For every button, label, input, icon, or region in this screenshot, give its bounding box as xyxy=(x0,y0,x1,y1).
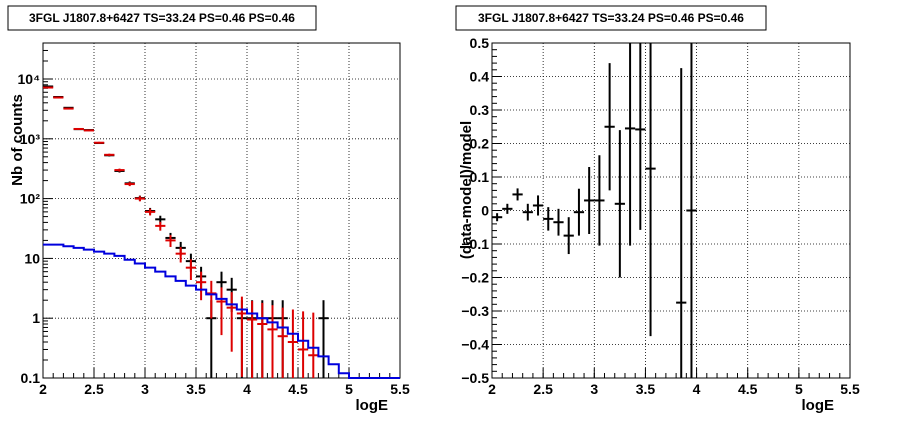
data-point xyxy=(185,259,196,280)
x-tick-label: 2.5 xyxy=(533,381,553,397)
x-tick-label: 4 xyxy=(693,381,701,397)
chart-title: 3FGL J1807.8+6427 TS=33.24 PS=0.46 PS=0.… xyxy=(478,11,744,25)
y-tick-label: 0.1 xyxy=(470,169,490,185)
data-point xyxy=(553,208,564,236)
data-point xyxy=(543,207,554,231)
title-box xyxy=(455,5,767,31)
x-tick-label: 2 xyxy=(39,381,47,397)
x-axis-label: logE xyxy=(356,397,389,414)
y-tick-label: 0 xyxy=(481,203,489,219)
data-point xyxy=(686,43,697,378)
chart-title: 3FGL J1807.8+6427 TS=33.24 PS=0.46 PS=0.… xyxy=(29,11,295,25)
x-tick-label: 2 xyxy=(488,381,496,397)
data-point xyxy=(635,43,646,230)
y-tick-label: 0.4 xyxy=(470,69,490,85)
data-point xyxy=(563,217,574,255)
y-tick-label: 0.1 xyxy=(21,370,41,386)
right-panel-residual-plot: 3FGL J1807.8+6427 TS=33.24 PS=0.46 PS=0.… xyxy=(455,5,860,414)
plot-frame xyxy=(491,42,851,379)
y-tick-label: −0.2 xyxy=(461,270,489,286)
data-point xyxy=(94,141,105,144)
data-point xyxy=(512,188,523,201)
data-point xyxy=(584,166,595,234)
data-point xyxy=(114,168,125,172)
data-point xyxy=(676,68,687,378)
data-point xyxy=(614,130,625,278)
series-0 xyxy=(492,43,697,378)
y-axis-label: (data-model)/model xyxy=(458,121,475,259)
data-point xyxy=(43,86,54,89)
data-point xyxy=(267,305,278,378)
y-tick-label: 10³ xyxy=(20,131,41,147)
data-point xyxy=(502,203,513,214)
model-step-line xyxy=(43,243,400,379)
x-tick-label: 3 xyxy=(141,381,149,397)
data-point xyxy=(206,280,217,319)
x-tick-label: 3.5 xyxy=(186,381,206,397)
data-point xyxy=(645,43,656,337)
series-2 xyxy=(43,243,400,379)
data-point xyxy=(624,43,636,246)
data-point xyxy=(104,153,115,156)
x-tick-label: 4 xyxy=(243,381,251,397)
x-tick-label: 5.5 xyxy=(840,381,860,397)
y-tick-label: 10 xyxy=(24,250,40,266)
y-tick-label: −0.4 xyxy=(461,337,489,353)
y-tick-label: 0.5 xyxy=(470,35,490,51)
data-point xyxy=(124,182,135,187)
data-point xyxy=(63,107,74,110)
left-panel-counts-plot: 3FGL J1807.8+6427 TS=33.24 PS=0.46 PS=0.… xyxy=(7,5,410,414)
x-tick-label: 5 xyxy=(795,381,803,397)
data-point xyxy=(532,195,544,216)
title-box xyxy=(7,5,317,31)
data-point xyxy=(522,203,533,221)
data-point xyxy=(145,208,156,216)
y-tick-label: 10⁴ xyxy=(18,71,41,87)
y-tick-label: 0.2 xyxy=(470,136,490,152)
y-tick-label: −0.1 xyxy=(461,236,489,252)
data-point xyxy=(573,188,585,236)
x-tick-label: 4.5 xyxy=(288,381,308,397)
data-point xyxy=(277,307,288,378)
x-tick-label: 5 xyxy=(345,381,353,397)
data-point xyxy=(155,221,166,231)
data-point xyxy=(287,309,298,378)
x-tick-label: 5.5 xyxy=(390,381,410,397)
data-point xyxy=(492,213,503,222)
data-point xyxy=(83,129,94,132)
data-point xyxy=(594,155,605,246)
y-tick-label: 1 xyxy=(32,310,40,326)
x-axis-label: logE xyxy=(802,397,835,414)
data-point xyxy=(298,311,309,378)
data-point xyxy=(257,302,268,378)
data-point xyxy=(134,196,145,202)
x-tick-label: 3.5 xyxy=(636,381,656,397)
y-tick-label: −0.3 xyxy=(461,303,489,319)
y-tick-label: −0.5 xyxy=(461,370,489,386)
data-point xyxy=(604,63,615,191)
data-point xyxy=(165,235,176,247)
data-point xyxy=(318,300,329,378)
x-tick-label: 4.5 xyxy=(738,381,758,397)
data-point xyxy=(226,292,237,352)
x-tick-label: 3 xyxy=(590,381,598,397)
x-tick-label: 2.5 xyxy=(84,381,104,397)
data-point xyxy=(73,127,84,130)
data-point xyxy=(216,287,227,336)
data-point xyxy=(175,247,186,263)
y-tick-label: 10² xyxy=(20,191,41,207)
data-point xyxy=(53,96,64,99)
data-point xyxy=(196,271,207,301)
y-tick-label: 0.3 xyxy=(470,102,490,118)
data-point xyxy=(308,312,319,378)
y-axis-label: Nb of counts xyxy=(9,94,26,186)
